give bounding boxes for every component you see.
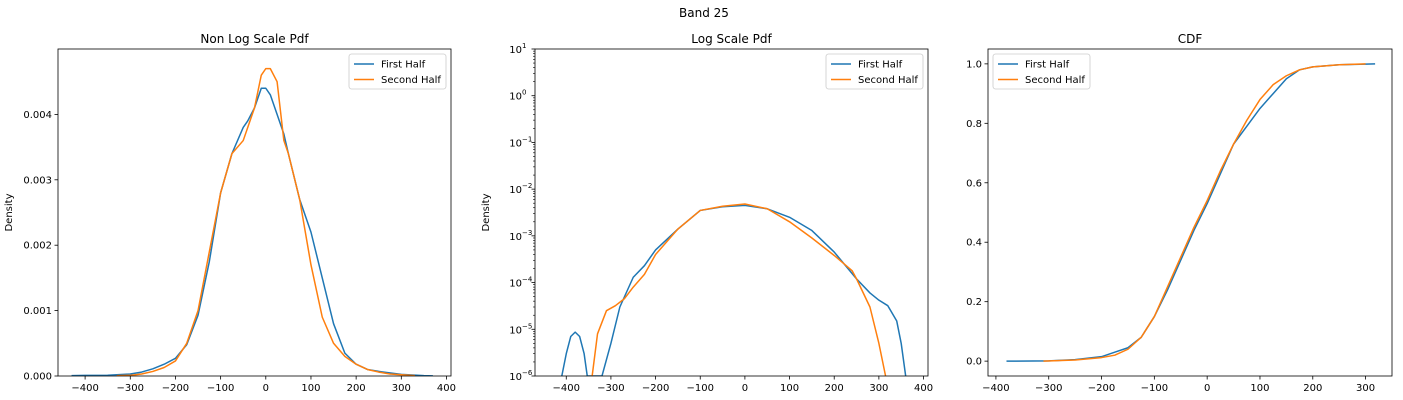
x-tick-label: 300 [392,383,411,394]
panel-title: Log Scale Pdf [691,32,772,46]
x-tick-label: 300 [1356,383,1375,394]
axes-frame [57,48,452,377]
legend-label: Second Half [858,75,918,86]
series-line-first-half [561,204,907,376]
y-tick-label: 0.001 [23,306,52,317]
y-tick-label: 0.000 [23,372,52,383]
series-line-second-half [1043,63,1366,362]
x-tick-label: −300 [117,383,144,394]
x-tick-label: −100 [1141,383,1168,394]
y-tick-exponent: −3 [522,229,532,237]
axes-frame [534,48,929,377]
x-tick-label: −400 [553,383,580,394]
y-tick-exponent: −5 [522,322,532,330]
legend-label: Second Half [1025,75,1085,86]
legend: First Half Second Half [825,53,924,90]
y-tick-label: 0.2 [966,297,982,308]
x-tick-label: 200 [825,383,844,394]
y-axis-label: Density [4,193,15,231]
x-tick-label: −200 [162,383,189,394]
y-tick-label: 10 [509,325,522,336]
y-tick-exponent: −1 [522,135,532,143]
panel-title: Non Log Scale Pdf [200,32,309,46]
x-tick-label: 100 [780,383,799,394]
x-tick-label: 200 [347,383,366,394]
y-tick-label: 0.003 [23,175,52,186]
y-tick-label: 0.6 [966,178,982,189]
y-tick-label: 1.0 [966,59,982,70]
y-tick-exponent: 0 [522,89,526,97]
x-tick-label: −100 [687,383,714,394]
y-tick-label: 10 [509,45,522,56]
y-tick-label: 0.4 [966,238,982,249]
legend-label: Second Half [381,75,441,86]
x-tick-label: −400 [71,383,98,394]
y-tick-label: 10 [509,232,522,243]
y-tick-exponent: 1 [522,42,526,50]
x-tick-label: 0 [742,383,748,394]
series-line-second-half [116,67,415,376]
x-tick-label: −300 [597,383,624,394]
legend-label: First Half [381,60,426,71]
y-tick-exponent: −6 [522,369,533,377]
x-tick-label: −300 [1035,383,1062,394]
chart-panel-3: −400 −300 −200 −100 0 100 200 300 0.0 0.2 0.4 0.6 0.… [966,32,1393,394]
y-axis-label: Density [481,193,492,231]
y-tick-exponent: −2 [522,182,532,190]
x-tick-label: −400 [982,383,1009,394]
x-tick-label: 400 [914,383,933,394]
x-tick-label: −200 [642,383,669,394]
legend-label: First Half [1025,60,1070,71]
legend: First Half Second Half [992,53,1091,90]
legend: First Half Second Half [348,53,447,90]
y-tick-label: 0.8 [966,119,982,130]
y-tick-label: 10 [509,138,522,149]
x-tick-label: −100 [207,383,234,394]
x-tick-label: 0 [1204,383,1210,394]
x-tick-label: 300 [869,383,888,394]
x-tick-label: 100 [1250,383,1269,394]
series-line-first-half [1006,63,1376,362]
axes-frame [987,48,1393,377]
y-tick-label: 10 [509,372,522,383]
series-line-first-half [71,87,433,376]
y-tick-exponent: −4 [522,276,533,284]
legend-label: First Half [858,60,903,71]
y-tick-label: 10 [509,185,522,196]
y-tick-label: 10 [509,279,522,290]
y-tick-label: 0.002 [23,241,52,252]
x-tick-label: 100 [301,383,320,394]
y-tick-label: 0.0 [966,357,982,368]
x-tick-label: 0 [263,383,269,394]
x-tick-label: 200 [1303,383,1322,394]
series-line-second-half [591,203,887,376]
y-tick-label: 10 [509,92,522,103]
y-tick-label: 0.004 [23,110,52,121]
chart-panel-1: −400 −300 −200 −100 0 100 200 300 400 0.000 0.001 0… [4,32,456,394]
panel-title: CDF [1178,32,1203,46]
x-tick-label: 400 [437,383,456,394]
x-tick-label: −200 [1088,383,1115,394]
figure-title: Band 25 [679,6,729,20]
